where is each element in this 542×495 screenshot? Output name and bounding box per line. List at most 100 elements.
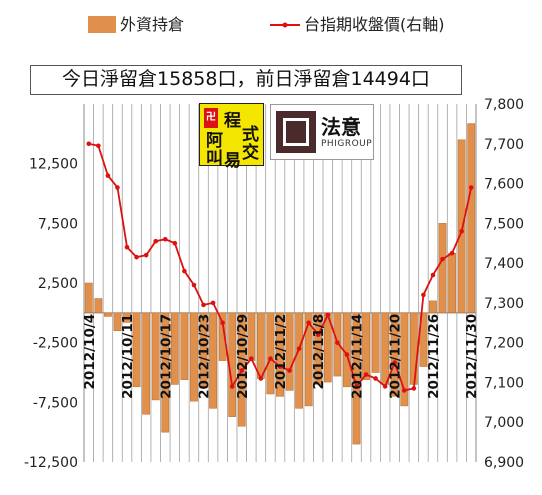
logo-char: 式 [242, 125, 259, 145]
x-tick-label: 2012/11/26 [426, 314, 442, 399]
right-tick-label: 6,900 [484, 455, 524, 471]
price-point [210, 300, 216, 306]
price-point [277, 364, 283, 369]
logo-phigroup: 法意 PHIGROUP [270, 104, 374, 160]
bar [218, 312, 227, 361]
left-tick-label: 2,500 [38, 276, 78, 292]
right-tick-label: 7,200 [484, 336, 524, 352]
price-point [220, 320, 225, 326]
price-point [258, 376, 264, 381]
bar [190, 312, 198, 402]
x-tick-label: 2012/10/23 [197, 314, 213, 399]
price-point [363, 372, 369, 377]
left-tick-label: -7,500 [33, 395, 78, 411]
bar [457, 139, 466, 314]
right-tick-label: 7,400 [484, 256, 524, 272]
x-tick-label: 2012/10/29 [235, 314, 251, 399]
price-point [401, 388, 407, 393]
bar [467, 123, 476, 314]
bar [371, 312, 380, 373]
price-point [239, 368, 245, 373]
price-point [411, 386, 417, 391]
price-point [306, 320, 311, 326]
x-tick-label: 2012/11/8 [311, 314, 327, 390]
x-tick-label: 2012/11/20 [388, 314, 404, 399]
right-tick-label: 7,600 [484, 177, 524, 193]
price-point [354, 384, 359, 389]
bar [352, 312, 361, 445]
price-point [229, 384, 235, 389]
bar [400, 312, 409, 407]
bar [104, 312, 112, 317]
bar [362, 312, 370, 380]
left-tick-label: -12,500 [24, 455, 78, 471]
price-point [382, 384, 388, 389]
price-point [315, 332, 321, 338]
bar [276, 312, 284, 397]
x-axis-ticks: 2012/10/4 2012/10/11 2012/10/17 2012/10/23 2… [82, 314, 480, 399]
price-point [335, 340, 340, 345]
bar [448, 252, 456, 314]
legend: 外資持倉 台指期收盤價(右軸) [88, 15, 445, 34]
bar [142, 312, 151, 415]
x-tick-label: 2012/10/11 [120, 314, 136, 399]
legend-line-label: 台指期收盤價(右軸) [304, 15, 445, 34]
price-point [440, 256, 445, 262]
price-point [459, 228, 464, 234]
legend-bar-swatch [88, 16, 116, 33]
price-point [392, 360, 398, 365]
x-tick-label: 2012/10/17 [158, 314, 174, 399]
bar [151, 312, 160, 401]
price-point [268, 356, 273, 361]
price-point [134, 254, 139, 260]
price-point [430, 272, 436, 278]
price-point [201, 302, 206, 308]
right-axis-ticks: 7,800 7,700 7,600 7,500 7,400 7,300 7,200 7,100… [484, 97, 524, 471]
logo-char: 阿 [206, 131, 223, 151]
bar [123, 312, 131, 323]
price-point [344, 352, 350, 357]
bar [199, 312, 208, 389]
line-series [86, 141, 474, 393]
position-annotation: 今日淨留倉15858口，前日淨留倉14494口 [30, 65, 462, 95]
right-tick-label: 7,100 [484, 375, 524, 391]
price-point [296, 346, 302, 351]
price-point [105, 173, 111, 178]
price-point [287, 368, 292, 373]
price-point [162, 236, 168, 242]
legend-line-marker [282, 22, 288, 28]
x-tick-label: 2012/11/30 [464, 314, 480, 399]
left-tick-label: 12,500 [29, 157, 78, 173]
bar [180, 312, 189, 380]
logo-name: 法意 [321, 115, 361, 139]
logo-char: 叫 [206, 149, 223, 169]
logo-char: 易 [224, 151, 241, 171]
bar-series [84, 123, 476, 445]
price-point [249, 356, 254, 361]
bar [113, 312, 122, 331]
price-point [153, 238, 159, 244]
price-point [182, 268, 187, 274]
bar [266, 312, 275, 395]
logo-sub: PHIGROUP [321, 139, 373, 149]
bar [285, 312, 294, 391]
bar [314, 312, 323, 385]
price-point [373, 376, 378, 381]
phigroup-emblem-icon [276, 111, 316, 153]
price-point [86, 141, 92, 147]
price-point [143, 252, 149, 258]
bar [295, 312, 304, 409]
logo-char: 程 [224, 111, 241, 131]
price-point [115, 185, 120, 190]
bar [209, 312, 217, 409]
right-tick-label: 7,300 [484, 296, 524, 312]
bar [409, 312, 418, 385]
bar [94, 298, 103, 314]
bar [161, 312, 170, 433]
bar [438, 223, 447, 314]
price-point [124, 244, 130, 250]
left-tick-label: 7,500 [38, 216, 78, 232]
right-tick-label: 7,800 [484, 97, 524, 113]
price-point [421, 292, 426, 298]
